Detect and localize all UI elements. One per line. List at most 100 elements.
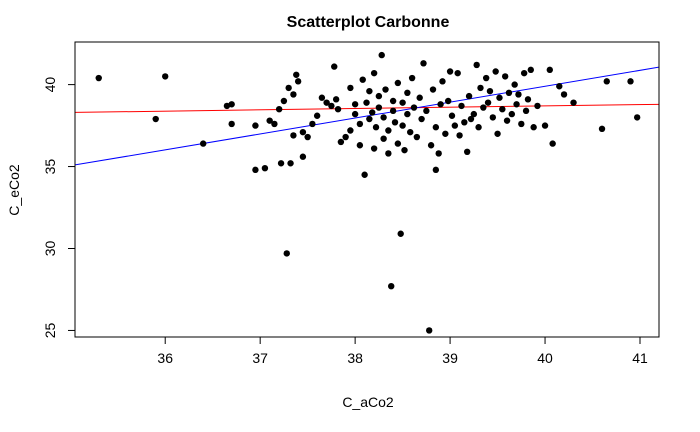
- data-point: [287, 160, 294, 167]
- data-point: [437, 101, 444, 108]
- data-point: [467, 115, 475, 123]
- data-point: [323, 99, 330, 106]
- data-point: [489, 114, 497, 121]
- data-point: [375, 104, 383, 111]
- data-point: [378, 51, 385, 59]
- data-point: [280, 97, 288, 105]
- data-point: [332, 96, 340, 103]
- data-point: [261, 164, 269, 172]
- data-point: [444, 97, 452, 105]
- y-tick-label: 40: [42, 77, 58, 93]
- data-point: [394, 79, 402, 87]
- data-point: [290, 91, 297, 98]
- data-point: [252, 122, 259, 129]
- data-point: [413, 133, 421, 141]
- data-point: [399, 122, 406, 129]
- data-point: [473, 61, 480, 69]
- data-point: [380, 135, 387, 142]
- y-axis: 25 30 35 40: [42, 77, 76, 338]
- data-point: [456, 132, 463, 139]
- data-point: [480, 104, 487, 111]
- data-point: [423, 107, 430, 115]
- data-point: [162, 73, 169, 80]
- data-point: [342, 133, 349, 141]
- data-point: [394, 140, 402, 147]
- x-tick-label: 38: [347, 350, 363, 366]
- data-point: [304, 133, 311, 141]
- data-point: [271, 120, 278, 128]
- chart-title: Scatterplot Carbonne: [287, 14, 450, 31]
- data-point: [475, 124, 482, 131]
- data-point: [549, 140, 556, 147]
- data-point: [277, 160, 285, 167]
- data-point: [389, 97, 397, 105]
- data-point: [200, 140, 207, 147]
- y-tick-label: 30: [42, 241, 58, 257]
- data-point: [627, 78, 634, 85]
- data-point: [454, 69, 461, 77]
- data-point: [347, 127, 354, 134]
- data-point: [369, 109, 376, 116]
- data-point: [366, 87, 373, 95]
- data-point: [499, 105, 506, 113]
- data-point: [299, 153, 307, 160]
- data-point: [518, 120, 525, 128]
- data-point: [451, 122, 459, 129]
- data-point: [293, 71, 300, 78]
- data-point: [633, 114, 641, 121]
- data-point: [299, 128, 307, 136]
- data-point: [370, 145, 378, 152]
- data-point: [522, 107, 530, 115]
- data-point: [541, 122, 549, 129]
- data-point: [505, 89, 513, 97]
- data-point: [501, 73, 509, 80]
- data-point: [446, 68, 454, 75]
- data-point: [477, 84, 484, 92]
- data-point: [465, 92, 473, 100]
- regression-line-1: [75, 66, 659, 166]
- data-point: [309, 120, 316, 128]
- data-point: [420, 60, 427, 67]
- data-point: [432, 124, 440, 131]
- data-point: [494, 130, 501, 137]
- data-point: [397, 230, 404, 237]
- data-point: [603, 78, 610, 85]
- data-point: [95, 74, 102, 82]
- data-point: [461, 119, 468, 126]
- data-point: [530, 124, 537, 131]
- data-point: [356, 142, 364, 149]
- data-point: [496, 94, 503, 101]
- data-point: [448, 112, 456, 119]
- data-point: [524, 96, 532, 103]
- data-points: [95, 51, 641, 334]
- data-point: [511, 81, 518, 88]
- data-point: [492, 68, 499, 75]
- data-point: [356, 120, 364, 128]
- data-point: [334, 105, 342, 113]
- x-axis-label: C_aCo2: [342, 394, 394, 410]
- data-point: [410, 104, 418, 111]
- data-point: [439, 78, 446, 85]
- regression-lines: [75, 66, 659, 166]
- data-point: [407, 128, 414, 136]
- data-point: [401, 146, 408, 154]
- data-point: [515, 91, 522, 98]
- data-point: [294, 78, 302, 85]
- data-point: [513, 101, 520, 108]
- data-point: [546, 66, 553, 74]
- data-point: [359, 76, 366, 83]
- data-point: [570, 99, 577, 106]
- y-tick-label: 25: [42, 322, 58, 338]
- data-point: [442, 130, 449, 137]
- data-point: [252, 166, 259, 174]
- data-point: [404, 110, 411, 118]
- data-point: [470, 110, 478, 118]
- data-point: [152, 115, 159, 123]
- data-point: [366, 115, 373, 123]
- data-point: [375, 92, 383, 100]
- x-tick-label: 41: [632, 350, 648, 366]
- data-point: [527, 66, 534, 74]
- data-point: [351, 101, 359, 108]
- data-point: [382, 86, 389, 93]
